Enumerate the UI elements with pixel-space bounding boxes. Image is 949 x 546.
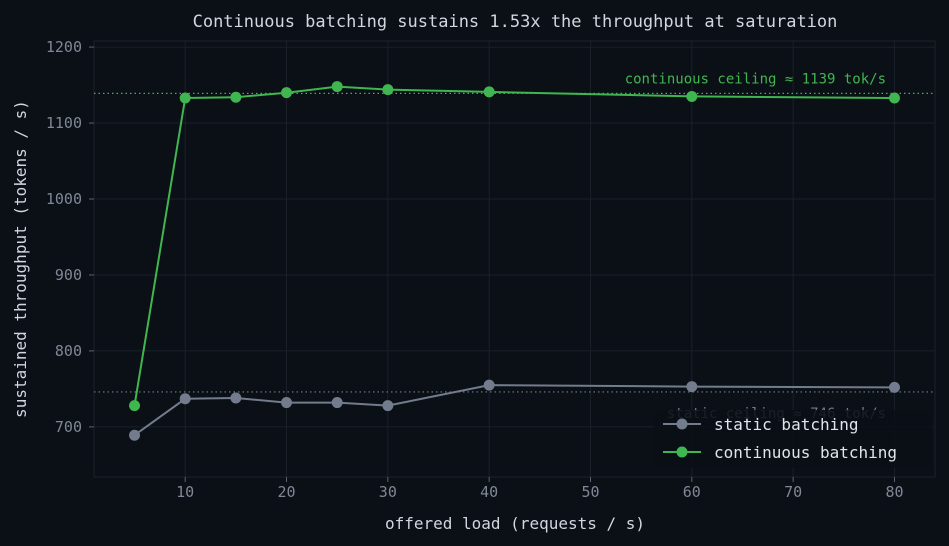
data-point — [382, 84, 394, 96]
data-point — [686, 381, 698, 393]
x-tick-label: 50 — [581, 483, 599, 501]
y-axis-label: sustained throughput (tokens / s) — [11, 100, 30, 418]
series-layer — [129, 81, 900, 441]
legend: static batching continuous batching — [654, 410, 932, 468]
data-point — [483, 379, 495, 391]
data-point — [230, 392, 242, 404]
x-tick-label: 20 — [277, 483, 295, 501]
legend-label: static batching — [714, 415, 859, 434]
x-tick-label: 80 — [885, 483, 903, 501]
data-point — [281, 87, 293, 99]
data-point — [331, 81, 343, 93]
x-tick-label: 30 — [379, 483, 397, 501]
y-tick-label: 800 — [55, 342, 82, 360]
y-tick-label: 1100 — [46, 114, 82, 132]
y-tick-label: 1000 — [46, 190, 82, 208]
y-tick-label: 900 — [55, 266, 82, 284]
legend-swatch-marker — [676, 446, 688, 458]
grid — [94, 41, 935, 477]
data-point — [230, 91, 242, 103]
data-point — [888, 381, 900, 393]
data-point — [129, 400, 141, 412]
legend-box — [654, 410, 932, 468]
x-tick-label: 40 — [480, 483, 498, 501]
x-axis-label: offered load (requests / s) — [385, 514, 645, 533]
plot-frame — [93, 40, 936, 478]
data-point — [179, 393, 191, 405]
legend-swatch-marker — [676, 418, 688, 430]
x-tick-label: 70 — [784, 483, 802, 501]
data-point — [382, 400, 394, 412]
data-point — [686, 90, 698, 102]
y-tick-label: 700 — [55, 418, 82, 436]
data-point — [281, 397, 293, 409]
legend-label: continuous batching — [714, 443, 897, 462]
data-point — [331, 397, 343, 409]
data-point — [179, 92, 191, 104]
reference-line-label: continuous ceiling ≈ 1139 tok/s — [625, 71, 886, 87]
y-tick-label: 1200 — [46, 38, 82, 56]
y-axis-ticks: 700 800 900 1000 1100 1200 — [46, 38, 94, 436]
x-tick-label: 60 — [683, 483, 701, 501]
data-point — [483, 86, 495, 98]
x-axis-ticks: 10 20 30 40 50 60 70 80 — [176, 477, 904, 501]
series-static-batching — [129, 379, 900, 441]
series-continuous-batching — [129, 81, 900, 412]
data-point — [129, 429, 141, 441]
chart-title: Continuous batching sustains 1.53x the t… — [193, 12, 838, 32]
data-point — [888, 92, 900, 104]
x-tick-label: 10 — [176, 483, 194, 501]
